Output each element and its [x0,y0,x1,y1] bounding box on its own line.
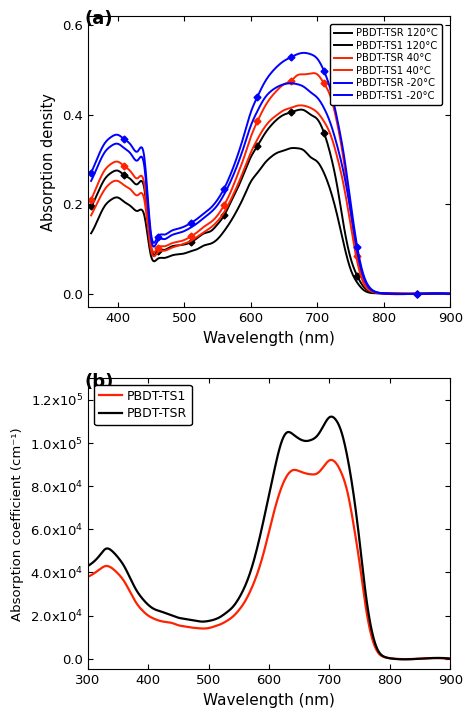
PBDT-TS1 40°C [447,290,453,298]
PBDT-TS1 40°C [298,101,303,110]
PBDT-TS1 40°C [329,133,335,142]
PBDT-TS1 -20°C [447,290,453,298]
PBDT-TSR -20°C [359,266,365,275]
PBDT-TS1 120°C [301,146,306,155]
PBDT-TS1 [328,456,334,464]
PBDT-TS1 120°C [181,249,186,258]
Line: PBDT-TS1 120°C: PBDT-TS1 120°C [91,148,450,294]
PBDT-TS1 120°C [291,144,297,152]
PBDT-TSR [360,569,366,577]
PBDT-TSR -20°C [251,101,256,109]
PBDT-TSR 120°C [301,106,306,114]
PBDT-TSR 120°C [447,290,453,298]
PBDT-TSR -20°C [329,89,335,98]
Line: PBDT-TSR 40°C: PBDT-TSR 40°C [91,73,450,294]
PBDT-TS1 120°C [152,257,157,265]
PBDT-TS1 [316,468,321,477]
PBDT-TSR 40°C [433,290,439,298]
PBDT-TSR [447,654,453,663]
Y-axis label: Absorption coefficient (cm⁻¹): Absorption coefficient (cm⁻¹) [11,427,24,620]
PBDT-TSR 40°C [251,125,256,134]
PBDT-TS1 [305,470,310,478]
PBDT-TSR [316,429,321,438]
PBDT-TSR -20°C [447,290,453,298]
PBDT-TSR 40°C [329,96,335,104]
PBDT-TS1 40°C [301,101,306,110]
PBDT-TSR 40°C [88,196,94,204]
PBDT-TSR 120°C [359,280,365,289]
PBDT-TS1 40°C [251,142,256,151]
PBDT-TSR [295,434,301,442]
Text: (b): (b) [84,372,113,390]
PBDT-TS1 [360,585,366,594]
PBDT-TSR [85,562,91,570]
PBDT-TSR 120°C [152,250,157,259]
PBDT-TSR [305,436,310,445]
PBDT-TSR 40°C [359,273,365,282]
PBDT-TS1 -20°C [400,290,405,298]
PBDT-TS1 -20°C [88,177,94,186]
PBDT-TS1 -20°C [359,269,365,278]
Text: (a): (a) [84,10,113,28]
PBDT-TSR [401,655,407,664]
PBDT-TSR 40°C [311,69,317,78]
PBDT-TS1 120°C [447,290,453,298]
PBDT-TS1 [402,655,408,664]
X-axis label: Wavelength (nm): Wavelength (nm) [203,331,335,346]
Legend: PBDT-TS1, PBDT-TSR: PBDT-TS1, PBDT-TSR [94,385,192,425]
PBDT-TS1 [398,655,403,664]
X-axis label: Wavelength (nm): Wavelength (nm) [203,693,335,708]
PBDT-TSR 120°C [88,202,94,211]
PBDT-TS1 40°C [413,290,419,298]
PBDT-TS1 40°C [359,275,365,284]
Line: PBDT-TS1 40°C: PBDT-TS1 40°C [91,106,450,294]
PBDT-TS1 -20°C [152,242,157,250]
Line: PBDT-TSR 120°C: PBDT-TSR 120°C [91,109,450,294]
PBDT-TS1 [295,467,301,475]
PBDT-TS1 40°C [181,239,186,248]
PBDT-TS1 [107,563,113,572]
PBDT-TSR 120°C [407,290,412,298]
PBDT-TS1 40°C [88,211,94,220]
PBDT-TS1 -20°C [329,122,335,131]
PBDT-TSR 40°C [152,248,157,257]
PBDT-TSR -20°C [300,49,306,58]
PBDT-TS1 120°C [329,190,335,198]
PBDT-TSR 120°C [181,240,186,249]
PBDT-TSR [107,545,113,554]
PBDT-TSR 120°C [251,147,256,156]
PBDT-TSR -20°C [181,223,186,232]
PBDT-TSR [328,412,334,421]
PBDT-TS1 120°C [88,229,94,237]
PBDT-TS1 120°C [359,285,365,293]
PBDT-TS1 -20°C [181,227,186,236]
PBDT-TSR -20°C [301,49,307,58]
PBDT-TSR -20°C [152,238,157,247]
PBDT-TS1 [447,654,453,663]
PBDT-TSR 120°C [298,105,304,114]
PBDT-TS1 40°C [152,252,157,260]
PBDT-TS1 [85,572,91,581]
PBDT-TSR 120°C [329,155,335,163]
Line: PBDT-TS1 -20°C: PBDT-TS1 -20°C [91,83,450,294]
Line: PBDT-TSR -20°C: PBDT-TSR -20°C [91,53,450,294]
Y-axis label: Absorption density: Absorption density [41,93,56,231]
PBDT-TSR [398,655,403,664]
PBDT-TSR 40°C [447,290,453,298]
PBDT-TS1 -20°C [251,114,256,123]
PBDT-TSR 40°C [181,236,186,244]
PBDT-TS1 120°C [395,290,401,298]
Line: PBDT-TS1: PBDT-TS1 [88,460,450,659]
PBDT-TS1 -20°C [301,82,306,91]
PBDT-TSR 40°C [300,70,306,78]
PBDT-TSR -20°C [402,290,408,298]
PBDT-TSR -20°C [88,168,94,177]
Legend: PBDT-TSR 120°C, PBDT-TS1 120°C, PBDT-TSR 40°C, PBDT-TS1 40°C, PBDT-TSR -20°C, PB: PBDT-TSR 120°C, PBDT-TS1 120°C, PBDT-TSR… [330,24,442,104]
PBDT-TS1 -20°C [287,79,293,88]
Line: PBDT-TSR: PBDT-TSR [88,416,450,659]
PBDT-TS1 120°C [251,173,256,182]
